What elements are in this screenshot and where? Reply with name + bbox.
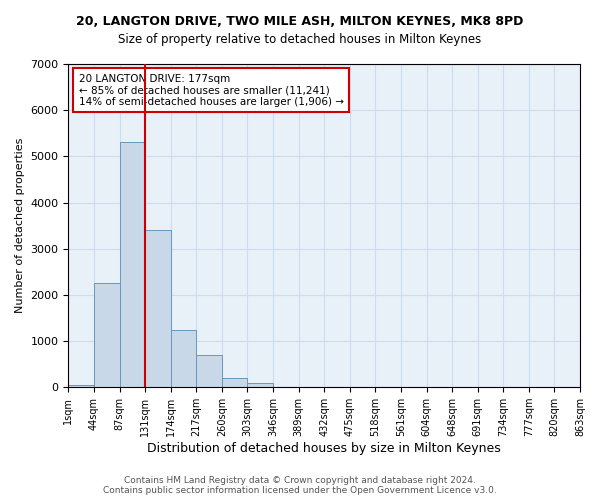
X-axis label: Distribution of detached houses by size in Milton Keynes: Distribution of detached houses by size … xyxy=(148,442,501,455)
Bar xyxy=(145,230,171,387)
Text: 20, LANGTON DRIVE, TWO MILE ASH, MILTON KEYNES, MK8 8PD: 20, LANGTON DRIVE, TWO MILE ASH, MILTON … xyxy=(76,15,524,28)
Bar xyxy=(247,383,273,387)
Text: 20 LANGTON DRIVE: 177sqm
← 85% of detached houses are smaller (11,241)
14% of se: 20 LANGTON DRIVE: 177sqm ← 85% of detach… xyxy=(79,74,344,107)
Bar xyxy=(222,378,247,387)
Bar xyxy=(119,142,145,387)
Text: Size of property relative to detached houses in Milton Keynes: Size of property relative to detached ho… xyxy=(118,32,482,46)
Bar xyxy=(94,284,119,387)
Bar xyxy=(68,385,94,387)
Text: Contains HM Land Registry data © Crown copyright and database right 2024.
Contai: Contains HM Land Registry data © Crown c… xyxy=(103,476,497,495)
Y-axis label: Number of detached properties: Number of detached properties xyxy=(15,138,25,314)
Bar xyxy=(196,355,222,387)
Bar xyxy=(171,330,196,387)
